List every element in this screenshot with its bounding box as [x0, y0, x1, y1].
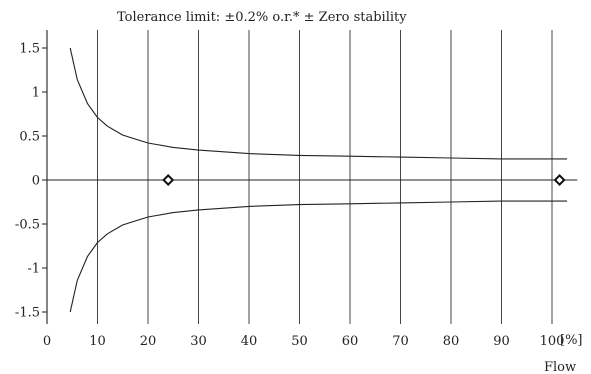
x-tick-label: 10: [89, 334, 106, 349]
lower-limit-curve: [69, 200, 568, 313]
grid-lines: [97, 30, 553, 324]
data-marker-2: [553, 173, 566, 187]
x-unit-label: [%]: [560, 333, 583, 348]
y-tick-label: -1: [27, 262, 40, 277]
y-tick-label: 1: [32, 86, 40, 101]
curves: [69, 47, 568, 313]
x-tick-label: 0: [43, 334, 51, 349]
axes: [42, 30, 578, 324]
y-tick-label: -0.5: [15, 218, 40, 233]
x-tick-label: 50: [291, 334, 308, 349]
chart-title: Tolerance limit: ±0.2% o.r.* ± Zero stab…: [117, 10, 407, 25]
x-tick-label: 40: [241, 334, 258, 349]
x-tick-label: 30: [190, 334, 207, 349]
x-tick-label: 100: [540, 334, 565, 349]
x-tick-label: 90: [493, 334, 510, 349]
x-tick-label: 80: [443, 334, 460, 349]
y-tick-label: -1.5: [15, 306, 40, 321]
y-tick-label: 0: [32, 174, 40, 189]
y-tick-label: 1.5: [19, 42, 40, 57]
x-axis-title: Flow: [544, 360, 576, 374]
x-tick-label: 20: [140, 334, 157, 349]
y-tick-label: 0.5: [19, 130, 40, 145]
data-marker-1: [162, 173, 175, 187]
markers: [162, 173, 566, 187]
x-tick-label: 60: [342, 334, 359, 349]
upper-limit-curve: [69, 47, 568, 160]
tick-labels: 1.510.50-0.5-1-1.50 10 20 30 40 50 60 70 80 90 100: [15, 42, 564, 350]
x-tick-label: 70: [392, 334, 409, 349]
